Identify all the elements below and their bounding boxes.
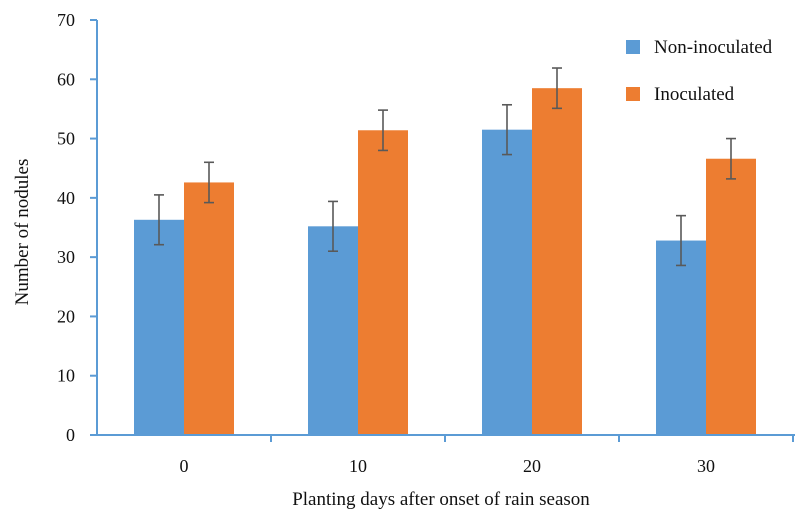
- y-axis-title: Number of nodules: [12, 159, 33, 306]
- bar: [532, 88, 582, 435]
- error-bars: [154, 67, 736, 267]
- x-axis-ticks: 0 10 20 30: [180, 435, 794, 476]
- legend-label: Non-inoculated: [654, 37, 773, 58]
- bar: [482, 129, 532, 435]
- y-tick-label: 70: [57, 10, 75, 30]
- y-tick-label: 50: [57, 129, 75, 149]
- legend-swatch: [626, 87, 640, 101]
- bar: [706, 158, 756, 435]
- bar: [358, 130, 408, 435]
- y-axis-ticks: 0 10 20 30 40 50 60 70: [57, 10, 97, 445]
- bar: [656, 240, 706, 435]
- x-tick-label: 30: [697, 456, 715, 476]
- bar-series: [134, 88, 756, 435]
- y-tick-label: 40: [57, 188, 75, 208]
- x-axis-title: Planting days after onset of rain season: [292, 489, 590, 510]
- bar: [184, 182, 234, 435]
- bar: [308, 226, 358, 435]
- bar: [134, 219, 184, 435]
- y-tick-label: 0: [66, 425, 75, 445]
- x-tick-label: 0: [180, 456, 189, 476]
- x-tick-label: 20: [523, 456, 541, 476]
- y-tick-label: 60: [57, 69, 75, 89]
- y-tick-label: 30: [57, 247, 75, 267]
- legend-label: Inoculated: [654, 84, 735, 105]
- y-tick-label: 10: [57, 366, 75, 386]
- x-tick-label: 10: [349, 456, 367, 476]
- y-tick-label: 20: [57, 306, 75, 326]
- legend: Non-inoculated Inoculated: [626, 37, 773, 105]
- legend-swatch: [626, 40, 640, 54]
